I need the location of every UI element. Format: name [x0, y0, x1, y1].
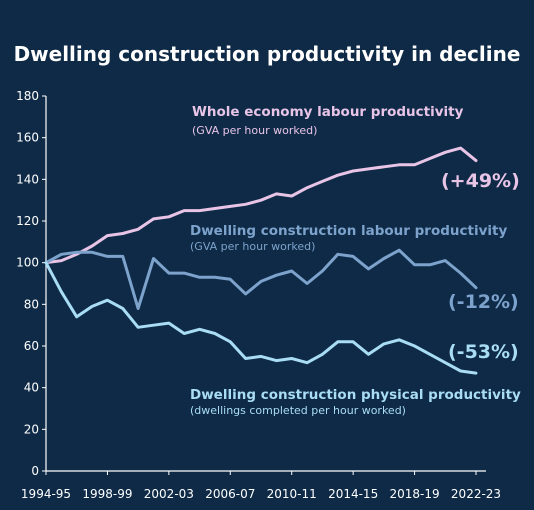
x-tick-label: 2002-03	[144, 487, 194, 501]
y-tick-label: 0	[31, 464, 39, 478]
y-tick-label: 20	[24, 422, 39, 436]
y-tick-label: 80	[24, 297, 39, 311]
series-label-whole-economy: Whole economy labour productivity	[192, 104, 464, 120]
y-tick-label: 140	[16, 172, 39, 186]
series-change-dwelling-physical: (-53%)	[448, 341, 519, 363]
x-tick-label: 2022-23	[451, 487, 501, 501]
y-tick-label: 100	[16, 256, 39, 270]
y-tick-label: 60	[24, 339, 39, 353]
y-tick-label: 120	[16, 214, 39, 228]
series-line-dwelling-physical	[44, 261, 478, 375]
x-tick-label: 2014-15	[328, 487, 378, 501]
series-sublabel-whole-economy: (GVA per hour worked)	[192, 124, 317, 137]
y-tick-label: 40	[24, 381, 39, 395]
x-tick-label: 1998-99	[82, 487, 132, 501]
series-label-dwelling-labour: Dwelling construction labour productivit…	[190, 223, 507, 239]
series-sublabel-dwelling-physical: (dwellings completed per hour worked)	[190, 404, 406, 417]
series-line-dwelling-labour	[44, 248, 478, 310]
x-tick-label: 2010-11	[267, 487, 317, 501]
series-change-whole-economy: (+49%)	[441, 170, 520, 192]
series-sublabel-dwelling-labour: (GVA per hour worked)	[190, 240, 315, 253]
chart-title: Dwelling construction productivity in de…	[13, 42, 521, 66]
series-change-dwelling-labour: (-12%)	[448, 291, 519, 313]
series-line-whole-economy	[44, 146, 478, 265]
x-tick-label: 2018-19	[390, 487, 440, 501]
y-tick-label: 160	[16, 131, 39, 145]
series-label-dwelling-physical: Dwelling construction physical productiv…	[190, 387, 521, 403]
x-tick-label: 2006-07	[205, 487, 255, 501]
x-tick-label: 1994-95	[21, 487, 71, 501]
y-tick-label: 180	[16, 89, 39, 103]
